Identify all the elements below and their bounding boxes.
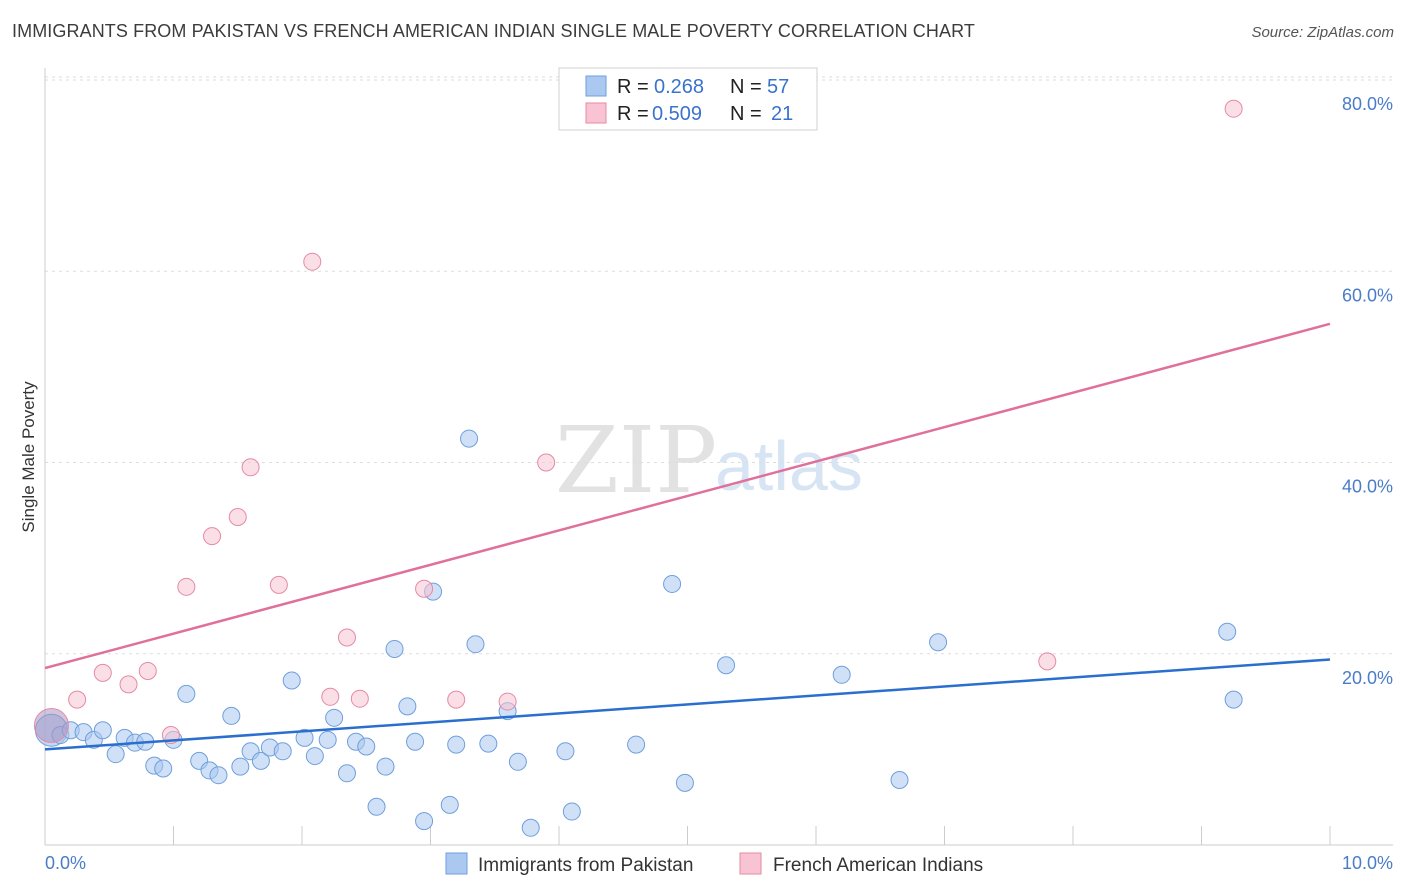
source-credit: Source: ZipAtlas.com bbox=[1251, 24, 1394, 41]
point-pakistan bbox=[675, 773, 694, 792]
y-tick-label: 60.0% bbox=[1342, 285, 1393, 305]
bottom-legend-swatch-pakistan bbox=[445, 852, 468, 875]
point-french-american-indian bbox=[269, 575, 288, 594]
legend-n-value-pakistan: 57 bbox=[767, 76, 789, 98]
legend-r-label-pakistan: R = bbox=[617, 76, 649, 98]
chart-title: IMMIGRANTS FROM PAKISTAN VS FRENCH AMERI… bbox=[12, 21, 975, 41]
legend-n-label-pakistan: N = bbox=[730, 76, 762, 98]
point-french-american-indian bbox=[241, 458, 260, 477]
point-pakistan bbox=[440, 795, 459, 814]
point-pakistan bbox=[93, 721, 112, 740]
legend-r-value-pakistan: 0.268 bbox=[654, 76, 704, 98]
point-pakistan bbox=[1218, 622, 1237, 641]
point-french-american-indian bbox=[68, 690, 87, 709]
point-pakistan bbox=[717, 656, 736, 675]
point-french-american-indian bbox=[138, 661, 157, 680]
x-tick-marks bbox=[44, 826, 1331, 845]
point-pakistan bbox=[663, 574, 682, 593]
point-pakistan bbox=[415, 812, 434, 831]
watermark-zip: ZIP bbox=[555, 407, 717, 514]
point-pakistan bbox=[406, 732, 425, 751]
y-tick-label: 40.0% bbox=[1342, 477, 1393, 497]
point-french-american-indian bbox=[177, 577, 196, 596]
point-pakistan bbox=[106, 745, 125, 764]
point-pakistan bbox=[1224, 690, 1243, 709]
point-pakistan bbox=[929, 633, 948, 652]
gridlines bbox=[45, 76, 1393, 655]
point-french-american-indian bbox=[447, 690, 466, 709]
point-french-american-indian bbox=[93, 663, 112, 682]
trend-line-pakistan bbox=[44, 658, 1331, 751]
point-pakistan bbox=[556, 742, 575, 761]
y-axis-label: Single Male Poverty bbox=[19, 381, 38, 533]
tick-labels: 20.0% 40.0% 60.0% 80.0% 0.0% 10.0% bbox=[45, 94, 1393, 873]
point-pakistan bbox=[385, 639, 404, 658]
point-pakistan bbox=[177, 684, 196, 703]
point-pakistan bbox=[562, 802, 581, 821]
legend-swatch-pakistan bbox=[585, 75, 607, 97]
point-pakistan bbox=[251, 751, 270, 770]
bottom-legend: Immigrants from Pakistan French American… bbox=[445, 852, 983, 876]
point-pakistan bbox=[222, 706, 241, 725]
point-pakistan bbox=[460, 429, 479, 448]
point-pakistan bbox=[376, 757, 395, 776]
point-french-american-indian bbox=[228, 508, 247, 527]
bottom-legend-swatch-french bbox=[739, 852, 762, 875]
point-pakistan bbox=[508, 752, 527, 771]
point-french-american-indian bbox=[350, 689, 369, 708]
point-french-american-indian bbox=[1224, 99, 1243, 118]
point-pakistan bbox=[479, 734, 498, 753]
y-tick-label: 80.0% bbox=[1342, 94, 1393, 114]
x-tick-label-max: 10.0% bbox=[1342, 853, 1393, 873]
bottom-legend-label-pakistan: Immigrants from Pakistan bbox=[478, 855, 693, 876]
point-pakistan bbox=[325, 708, 344, 727]
point-french-american-indian bbox=[321, 687, 340, 706]
legend-r-value-french: 0.509 bbox=[652, 103, 702, 125]
point-french-american-indian bbox=[119, 675, 138, 694]
trend-line-french-american-indian bbox=[44, 322, 1331, 670]
point-french-american-indian bbox=[537, 453, 556, 472]
point-pakistan bbox=[447, 735, 466, 754]
legend: R = 0.268 N = 57 R = 0.509 N = 21 bbox=[558, 67, 818, 131]
legend-r-label-french: R = bbox=[617, 103, 649, 125]
bottom-legend-label-french: French American Indians bbox=[773, 855, 983, 876]
point-pakistan bbox=[466, 635, 485, 654]
y-tick-label: 20.0% bbox=[1342, 668, 1393, 688]
point-pakistan bbox=[398, 697, 417, 716]
point-pakistan bbox=[305, 747, 324, 766]
point-pakistan bbox=[231, 757, 250, 776]
x-tick-label-min: 0.0% bbox=[45, 853, 86, 873]
point-pakistan bbox=[357, 737, 376, 756]
watermark-atlas: atlas bbox=[715, 427, 863, 505]
series-french-american-indian-points bbox=[33, 99, 1243, 745]
point-pakistan bbox=[832, 665, 851, 684]
point-pakistan bbox=[209, 766, 228, 785]
point-french-american-indian bbox=[498, 692, 517, 711]
point-french-american-indian bbox=[415, 579, 434, 598]
point-french-american-indian bbox=[1038, 652, 1057, 671]
point-pakistan bbox=[273, 742, 292, 761]
point-pakistan bbox=[318, 730, 337, 749]
point-pakistan bbox=[890, 770, 909, 789]
trend-lines bbox=[44, 322, 1331, 751]
legend-n-label-french: N = bbox=[730, 103, 762, 125]
point-pakistan bbox=[337, 764, 356, 783]
point-pakistan bbox=[367, 797, 386, 816]
legend-n-value-french: 21 bbox=[771, 103, 793, 125]
point-pakistan bbox=[154, 759, 173, 778]
point-french-american-indian bbox=[303, 252, 322, 271]
point-pakistan bbox=[521, 818, 540, 837]
point-french-american-indian bbox=[203, 527, 222, 546]
point-pakistan bbox=[627, 735, 646, 754]
legend-swatch-french bbox=[585, 102, 607, 124]
point-french-american-indian bbox=[33, 707, 69, 743]
point-french-american-indian bbox=[337, 628, 356, 647]
point-pakistan bbox=[282, 671, 301, 690]
point-pakistan bbox=[295, 728, 314, 747]
